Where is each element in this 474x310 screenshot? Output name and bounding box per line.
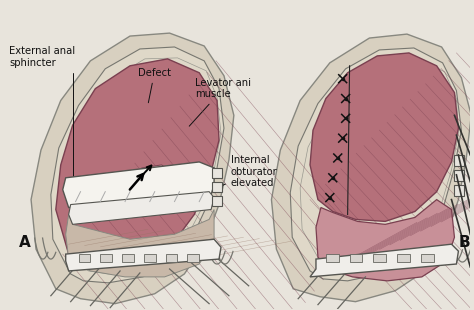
- Text: Levator ani
muscle: Levator ani muscle: [189, 78, 251, 126]
- FancyBboxPatch shape: [79, 254, 91, 262]
- Text: A: A: [19, 235, 31, 250]
- FancyBboxPatch shape: [212, 196, 222, 206]
- Text: Internal
obturator
elevated: Internal obturator elevated: [219, 155, 278, 188]
- Text: Defect: Defect: [138, 68, 171, 103]
- FancyBboxPatch shape: [455, 185, 465, 196]
- Polygon shape: [310, 244, 458, 277]
- Polygon shape: [290, 48, 461, 281]
- FancyBboxPatch shape: [100, 254, 112, 262]
- Polygon shape: [63, 162, 214, 207]
- FancyBboxPatch shape: [421, 254, 434, 262]
- FancyBboxPatch shape: [455, 155, 465, 166]
- Polygon shape: [316, 200, 455, 281]
- FancyBboxPatch shape: [374, 254, 386, 262]
- FancyBboxPatch shape: [397, 254, 410, 262]
- Text: B: B: [458, 235, 470, 250]
- FancyBboxPatch shape: [144, 254, 156, 262]
- FancyBboxPatch shape: [122, 254, 134, 262]
- Polygon shape: [310, 53, 458, 221]
- Polygon shape: [56, 59, 219, 261]
- Polygon shape: [66, 239, 221, 271]
- Polygon shape: [125, 165, 174, 205]
- Polygon shape: [69, 192, 214, 224]
- Polygon shape: [272, 34, 471, 302]
- FancyBboxPatch shape: [326, 254, 339, 262]
- FancyBboxPatch shape: [350, 254, 363, 262]
- Text: External anal
sphincter: External anal sphincter: [9, 46, 75, 192]
- FancyBboxPatch shape: [212, 168, 222, 178]
- FancyBboxPatch shape: [455, 170, 465, 181]
- FancyBboxPatch shape: [212, 182, 222, 192]
- Polygon shape: [31, 33, 234, 304]
- FancyBboxPatch shape: [187, 254, 199, 262]
- Polygon shape: [66, 210, 214, 277]
- Polygon shape: [51, 47, 224, 283]
- FancyBboxPatch shape: [165, 254, 177, 262]
